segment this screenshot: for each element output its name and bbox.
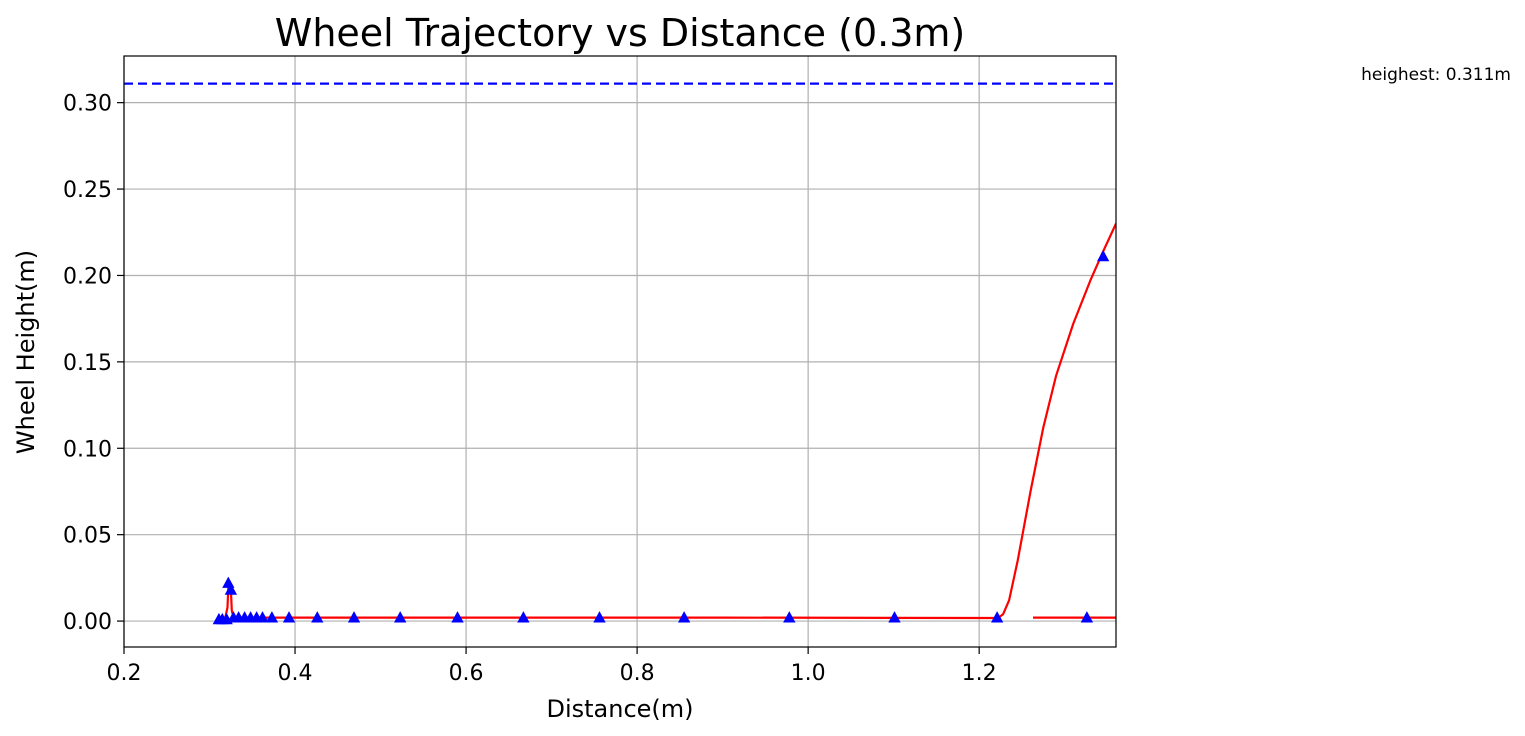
y-tick-label: 0.00 — [63, 610, 112, 635]
trajectory-point — [1080, 611, 1094, 623]
trajectory-point — [265, 611, 279, 623]
y-tick-label: 0.05 — [63, 524, 112, 549]
y-tick-label: 0.20 — [63, 264, 112, 289]
plot-area — [124, 82, 1116, 625]
trajectory-line-segment — [997, 223, 1116, 619]
y-tick-label: 0.25 — [63, 178, 112, 203]
x-axis: 0.2 0.4 0.6 0.8 1.0 1.2 — [107, 647, 997, 686]
axes-frame — [123, 55, 1117, 648]
y-axis: 0.00 0.05 0.10 0.15 0.20 0.25 0.30 — [63, 92, 124, 635]
trajectory-point — [888, 611, 901, 623]
trajectory-point — [282, 611, 296, 623]
x-tick-label: 0.2 — [107, 661, 142, 686]
trajectory-lines — [217, 223, 1116, 622]
y-axis-label: Wheel Height(m) — [12, 250, 40, 454]
trajectory-point — [394, 611, 407, 623]
y-tick-label: 0.10 — [63, 437, 112, 462]
y-tick-label: 0.30 — [63, 92, 112, 117]
x-tick-label: 1.0 — [791, 661, 826, 686]
x-tick-label: 0.8 — [620, 661, 655, 686]
x-axis-label: Distance(m) — [546, 695, 693, 723]
trajectory-point — [517, 611, 530, 623]
trajectory-point — [783, 611, 796, 623]
trajectory-point — [311, 611, 324, 623]
trajectory-point — [256, 611, 269, 623]
trajectory-point — [991, 611, 1004, 623]
trajectory-point — [678, 611, 691, 623]
trajectory-point — [347, 611, 361, 623]
x-tick-label: 1.2 — [962, 661, 997, 686]
trajectory-point — [1097, 250, 1110, 262]
x-tick-label: 0.4 — [278, 661, 313, 686]
chart-title: Wheel Trajectory vs Distance (0.3m) — [275, 11, 965, 55]
grid — [123, 56, 1116, 647]
trajectory-point — [593, 611, 606, 623]
y-tick-label: 0.15 — [63, 351, 112, 376]
trajectory-markers — [212, 250, 1110, 625]
x-tick-label: 0.6 — [449, 661, 484, 686]
highest-annotation: heighest: 0.311m — [1361, 65, 1511, 85]
trajectory-point — [451, 611, 464, 623]
trajectory-point — [224, 583, 238, 595]
trajectory-line-segment — [217, 582, 998, 622]
